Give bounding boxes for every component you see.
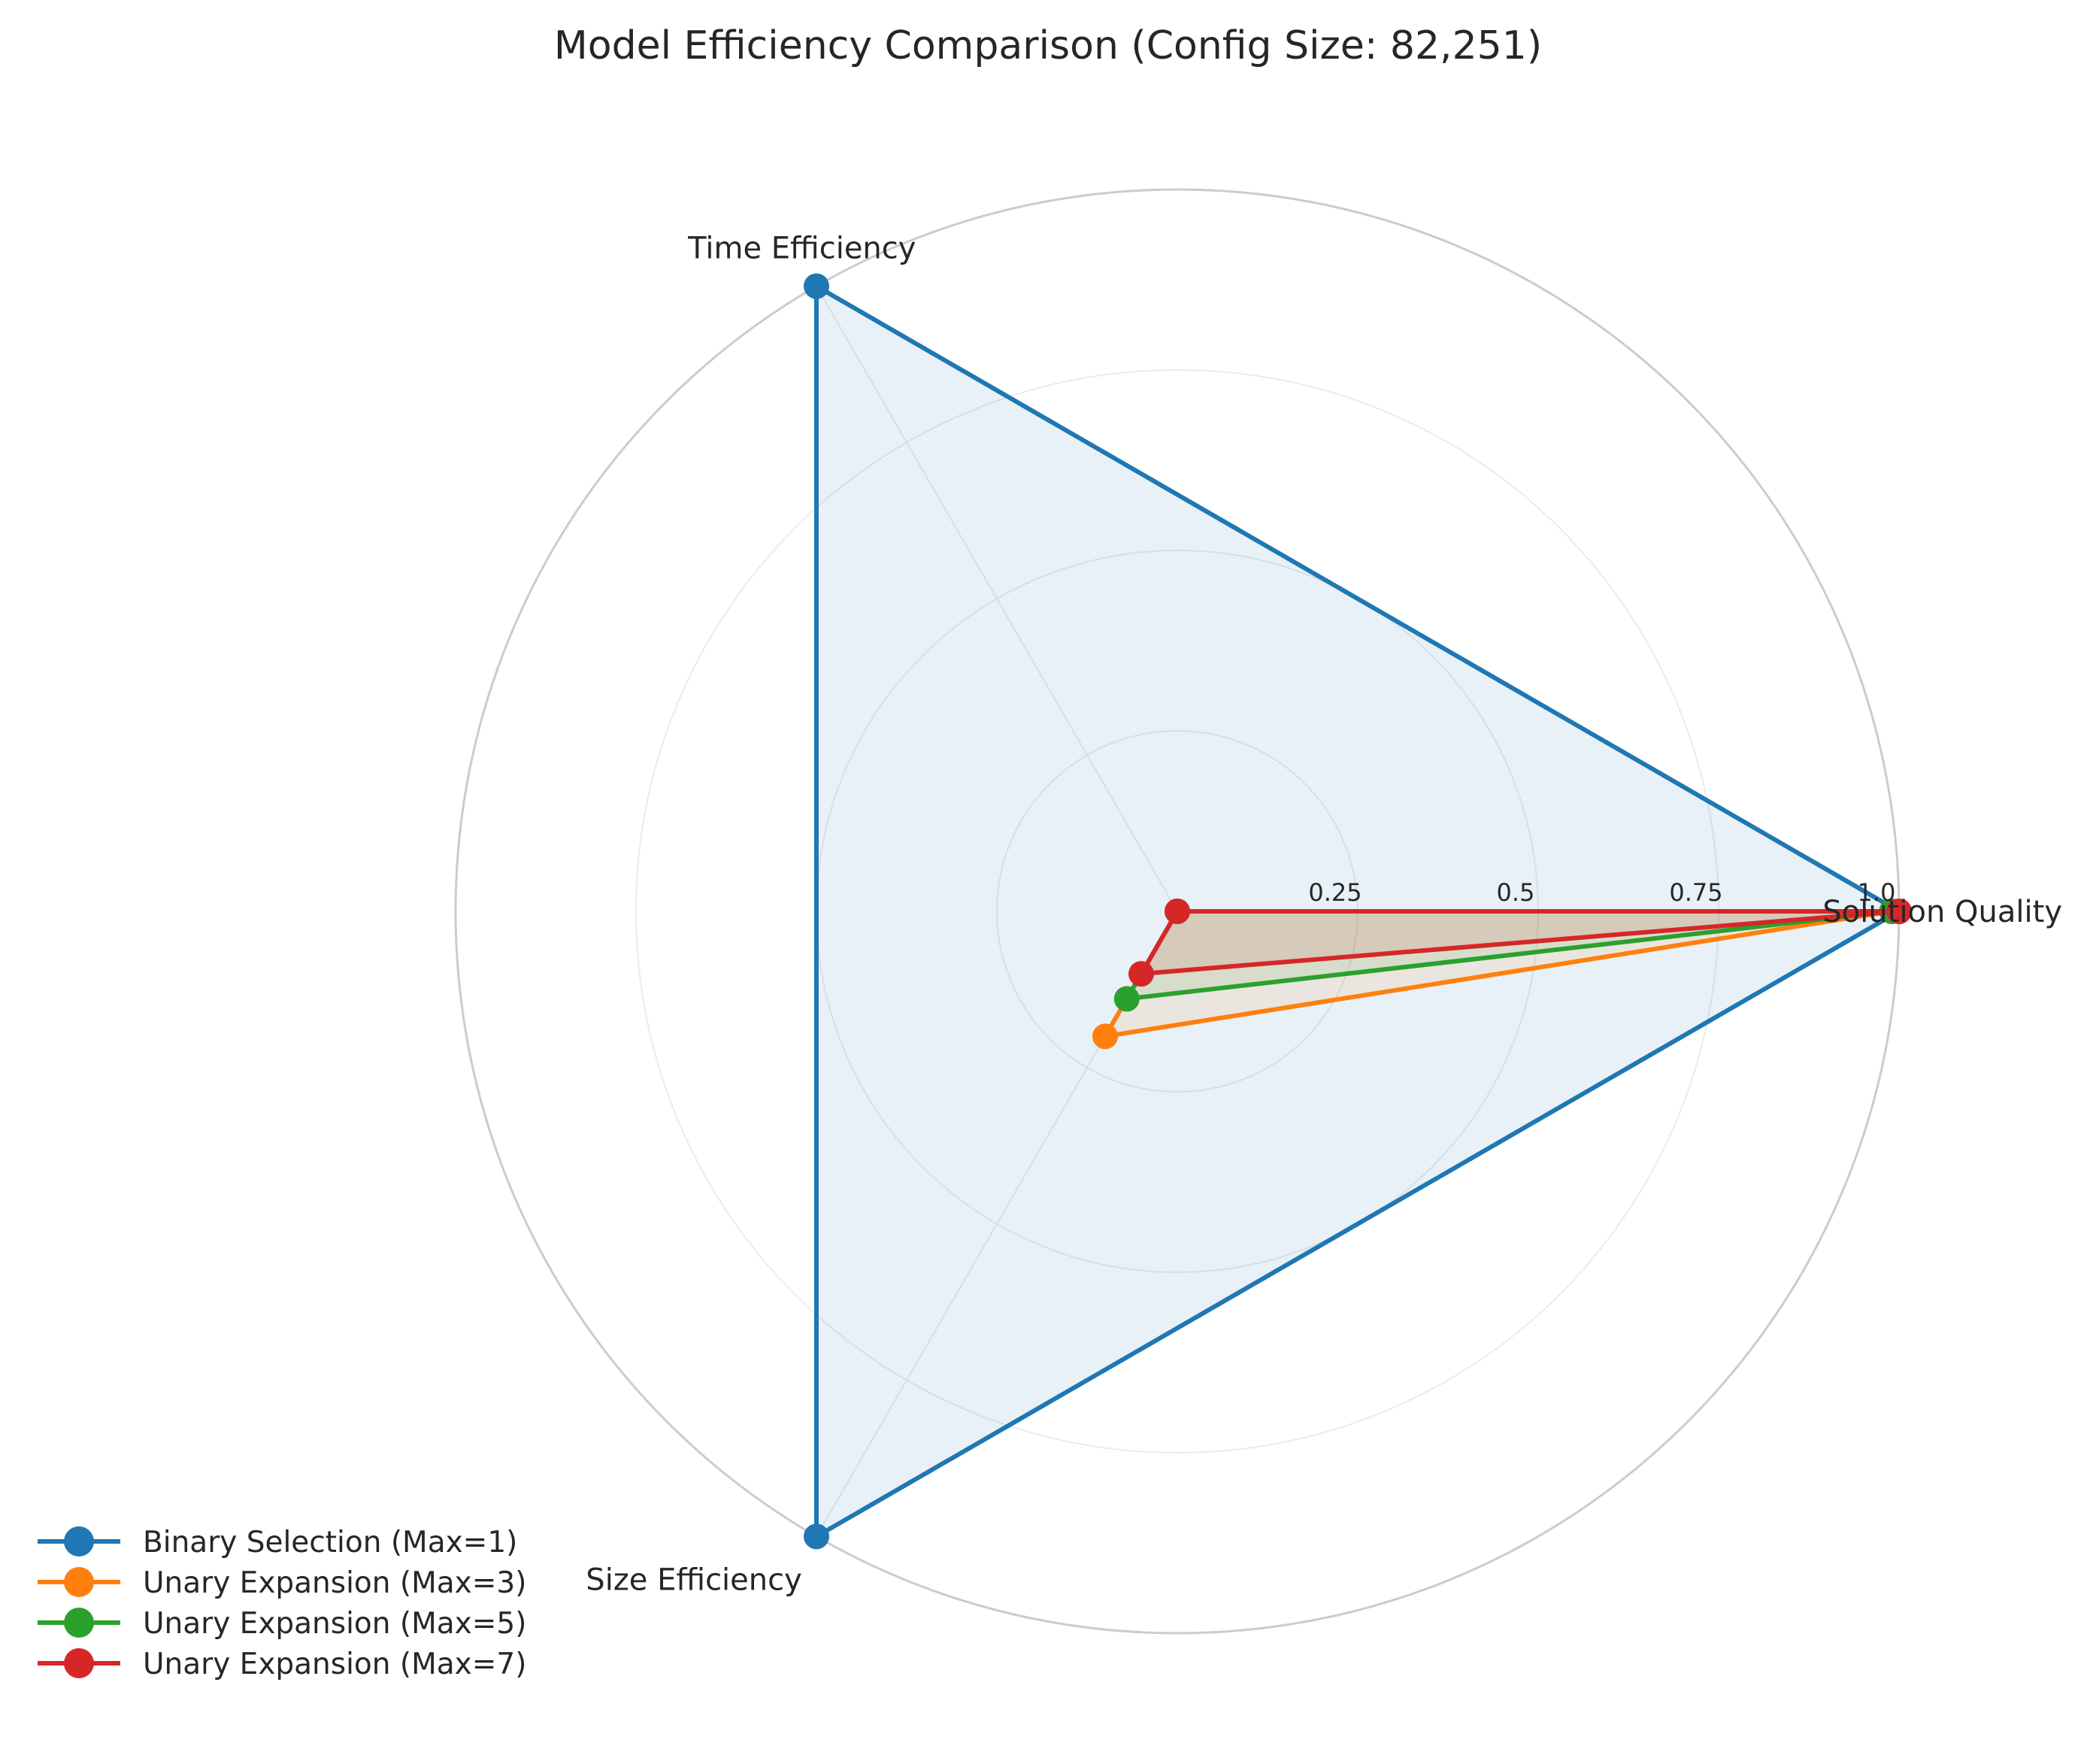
legend-item: Unary Expansion (Max=3) — [38, 1566, 526, 1600]
series-point — [1092, 1023, 1118, 1050]
series-point — [1113, 986, 1140, 1012]
axis-label: Time Efficiency — [687, 231, 916, 265]
series — [1128, 899, 1912, 987]
series-point — [1886, 899, 1912, 924]
series-point — [804, 273, 829, 299]
legend-label: Unary Expansion (Max=5) — [143, 1607, 526, 1641]
legend-label: Binary Selection (Max=1) — [143, 1526, 517, 1559]
legend-label: Unary Expansion (Max=7) — [143, 1647, 526, 1681]
radial-tick-label: 0.25 — [1308, 878, 1361, 907]
legend: Binary Selection (Max=1) Unary Expansion … — [38, 1526, 526, 1681]
radial-tick-labels: 0.25 0.5 0.75 1.0 — [1308, 878, 1895, 907]
axis-label: Size Efficiency — [586, 1563, 802, 1598]
legend-marker — [64, 1648, 94, 1678]
legend-marker — [64, 1608, 94, 1638]
grid-spoke — [816, 286, 1178, 912]
series-layer — [804, 273, 1912, 1550]
legend-item: Binary Selection (Max=1) — [38, 1526, 517, 1559]
chart-title: Model Efficiency Comparison (Config Size… — [554, 23, 1542, 68]
series-point — [804, 1523, 829, 1550]
series-line — [1139, 909, 1901, 977]
legend-item: Unary Expansion (Max=5) — [38, 1607, 526, 1641]
legend-marker — [64, 1526, 94, 1556]
axis-label: Solution Quality — [1822, 895, 2062, 929]
legend-item: Unary Expansion (Max=7) — [38, 1647, 526, 1681]
radial-tick-label: 0.5 — [1497, 878, 1535, 907]
series-point — [1128, 961, 1154, 987]
series-point — [1165, 899, 1190, 924]
legend-label: Unary Expansion (Max=3) — [143, 1566, 526, 1600]
radial-tick-label: 1.0 — [1858, 878, 1896, 907]
axis-labels: Solution Quality Time Efficiency Size Effi… — [586, 231, 2062, 1597]
series-line — [814, 283, 1901, 1539]
radial-tick-label: 0.75 — [1669, 878, 1722, 907]
legend-marker — [64, 1567, 94, 1597]
